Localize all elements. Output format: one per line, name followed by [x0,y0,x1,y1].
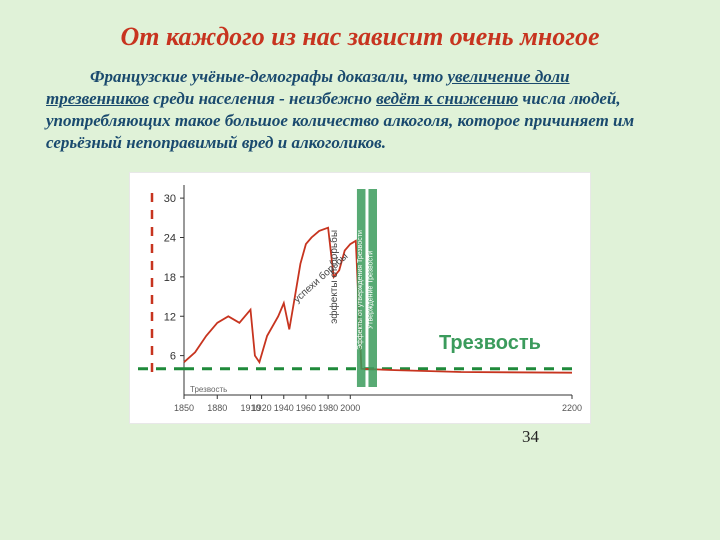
para-pre: Французские учёные-демографы доказали, ч… [90,67,447,86]
svg-text:24: 24 [164,233,176,245]
svg-text:1940: 1940 [274,403,294,413]
slide-title: От каждого из нас зависит очень многое [40,22,680,52]
svg-text:Трезвость: Трезвость [439,332,541,354]
chart-container: 6121824301850188019101920194019601980200… [129,172,591,424]
svg-text:18: 18 [164,272,176,284]
svg-text:эффекты от борьбы: эффекты от борьбы [328,230,340,324]
svg-text:2200: 2200 [562,403,582,413]
para-ul2: ведёт к снижению [376,89,518,108]
svg-text:успехи борьбы: успехи борьбы [291,251,350,306]
page-number: 34 [522,427,539,447]
svg-text:1960: 1960 [296,403,316,413]
svg-text:Эффекты от утверждения Трезвос: Эффекты от утверждения Трезвости [357,230,364,350]
svg-text:30: 30 [164,194,176,206]
para-mid1: среди населения - неизбежно [149,89,376,108]
svg-text:12: 12 [164,312,176,324]
svg-text:Трезвость: Трезвость [190,385,227,394]
svg-text:1920: 1920 [252,403,272,413]
svg-text:1850: 1850 [174,403,194,413]
svg-text:2000: 2000 [340,403,360,413]
svg-text:1980: 1980 [318,403,338,413]
body-paragraph: Французские учёные-демографы доказали, ч… [46,66,674,154]
slide-container: От каждого из нас зависит очень многое Ф… [0,0,720,424]
svg-text:6: 6 [170,351,176,363]
svg-text:1880: 1880 [207,403,227,413]
chart-svg: 6121824301850188019101920194019601980200… [130,173,590,423]
svg-text:Утверждение Трезвости: Утверждение Трезвости [368,251,375,329]
